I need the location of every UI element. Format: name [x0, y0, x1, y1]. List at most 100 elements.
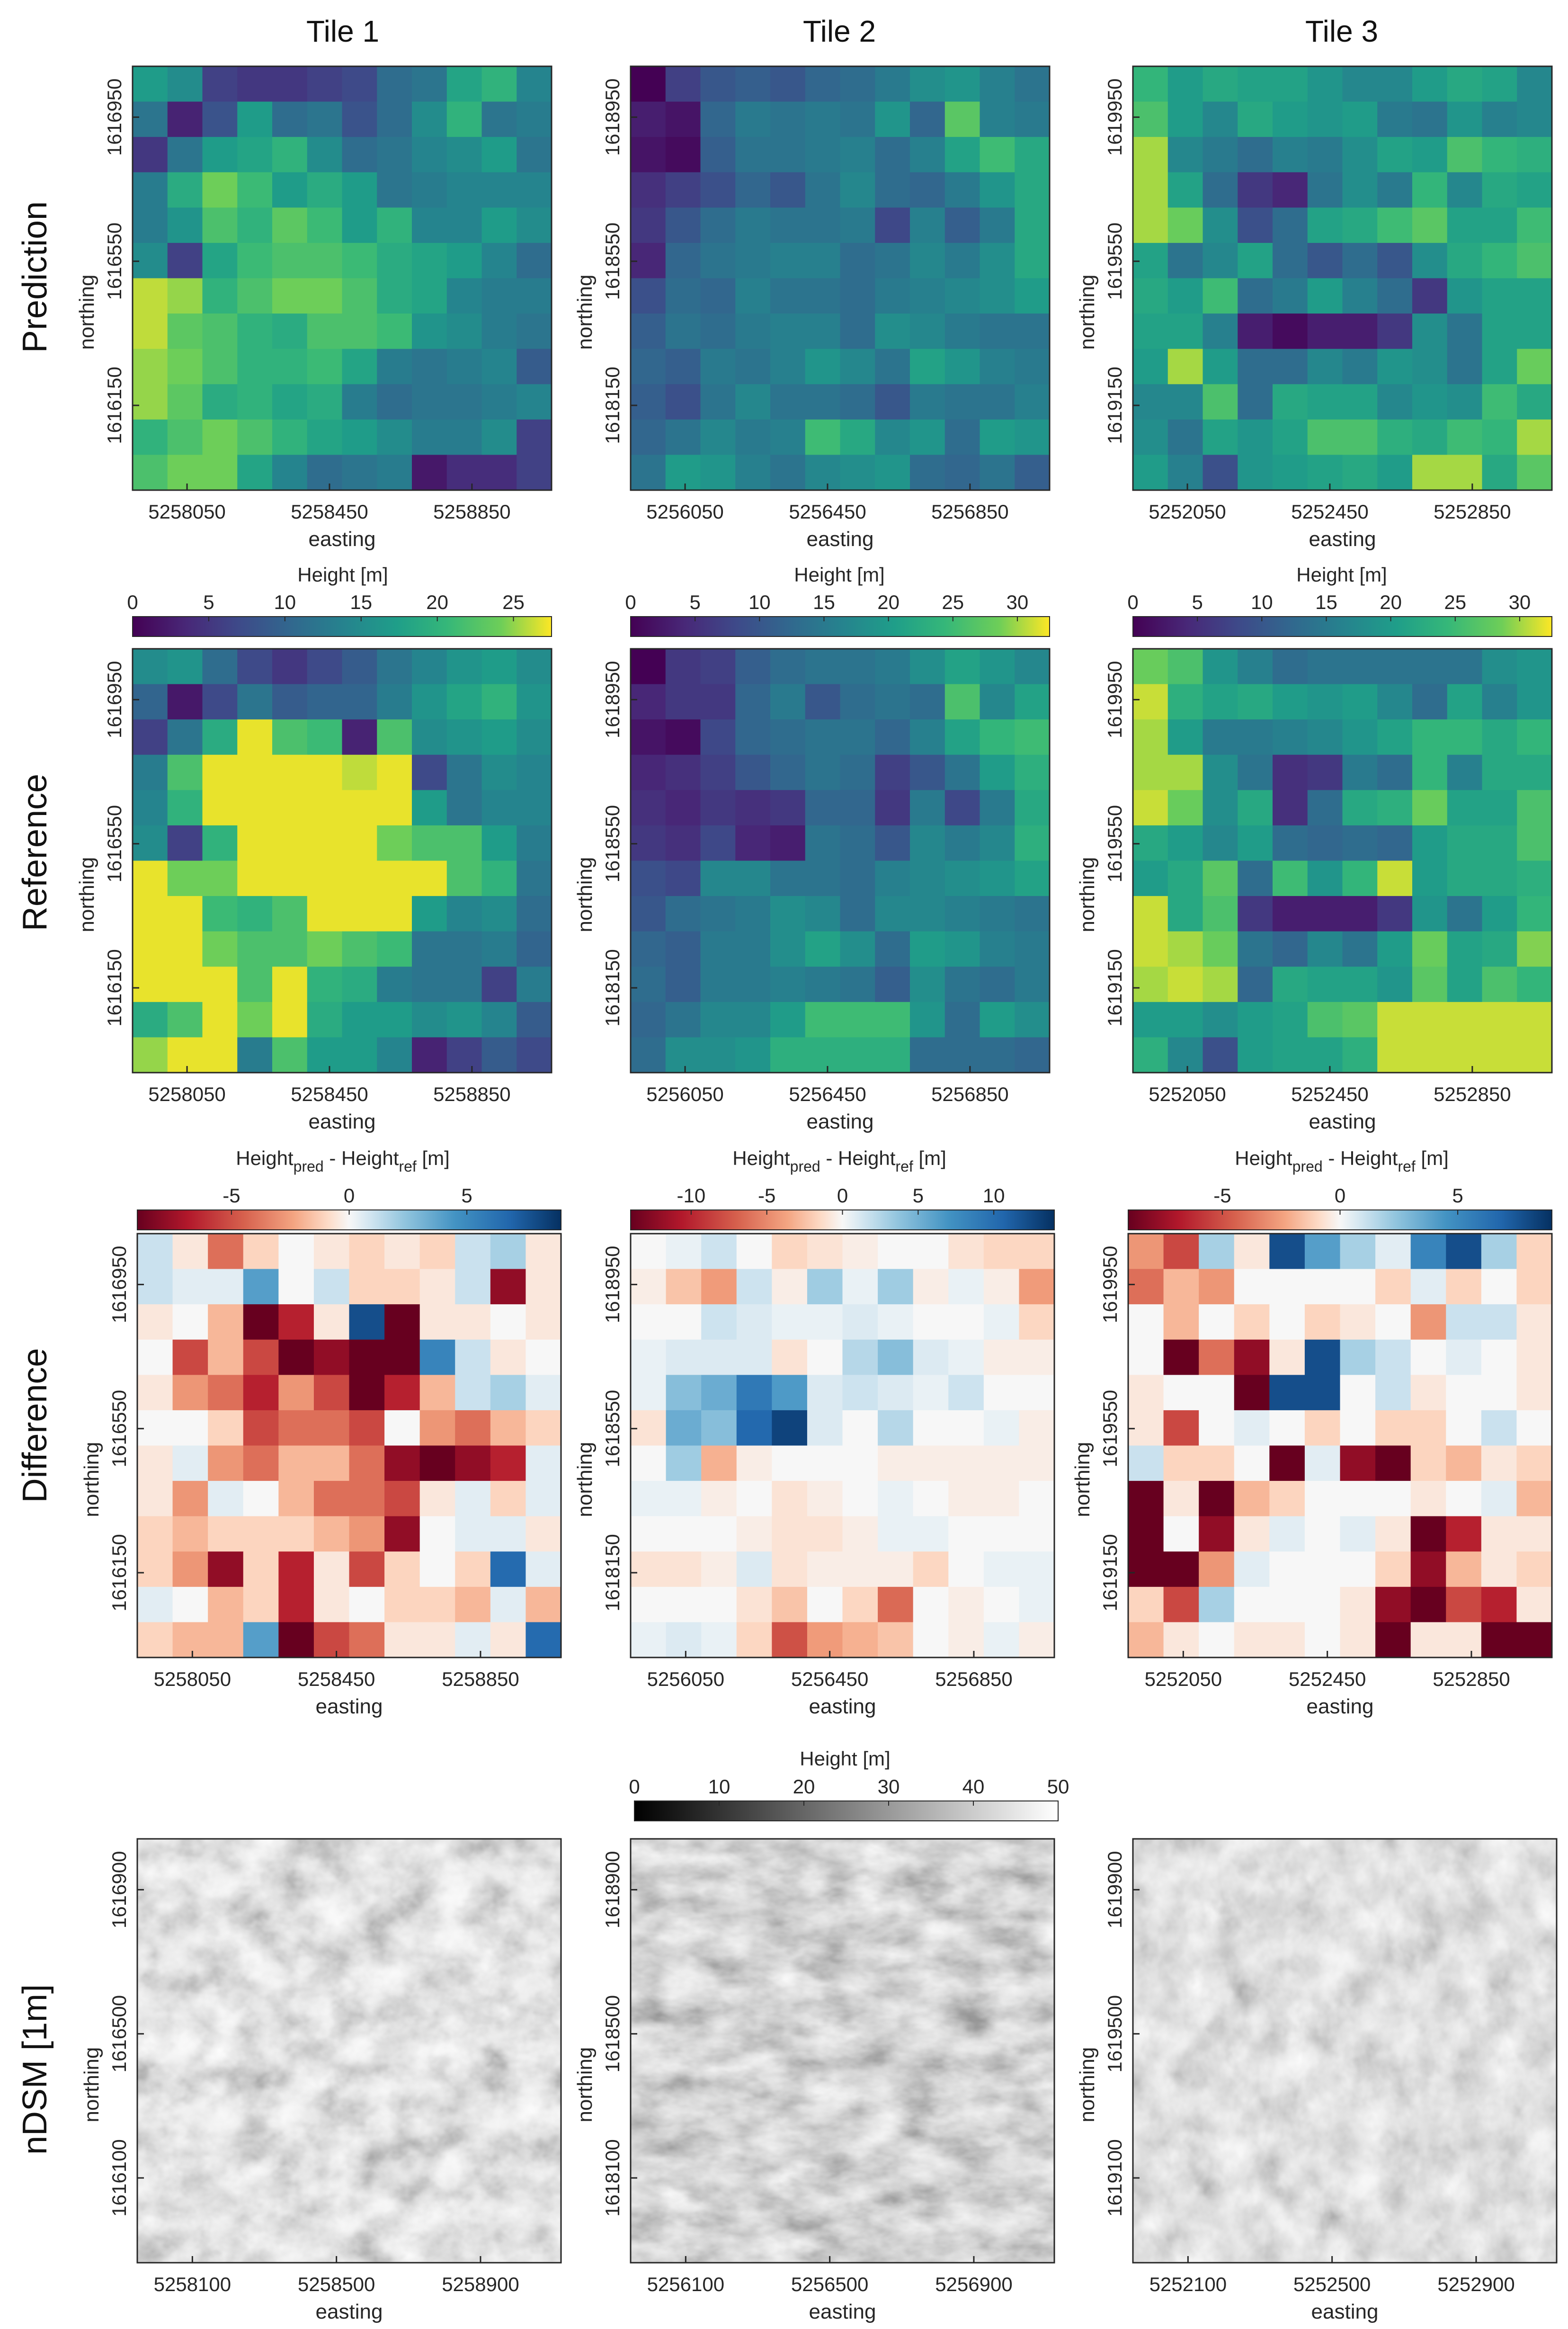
heatmap-cell	[1019, 1304, 1055, 1340]
heatmap-cell	[137, 1622, 173, 1658]
y-tick-label: 1618150	[601, 367, 624, 444]
y-tick-label: 1616550	[103, 223, 125, 300]
heatmap-cell	[665, 684, 701, 720]
heatmap-cell	[272, 384, 308, 420]
x-tick-label: 5256900	[935, 2273, 1013, 2295]
heatmap-cell	[237, 931, 273, 967]
heatmap-cell	[805, 207, 841, 243]
heatmap-cell	[1516, 1481, 1552, 1517]
heatmap-cell	[1307, 825, 1343, 861]
heatmap-cell	[1167, 384, 1203, 420]
heatmap-cell	[517, 825, 552, 861]
heatmap-cell	[840, 860, 875, 896]
heatmap-cell	[1377, 137, 1413, 173]
x-tick-label: 5252450	[1289, 1668, 1366, 1690]
heatmap-cell	[770, 896, 806, 932]
heatmap-cell	[631, 931, 666, 967]
heatmap-cell	[735, 825, 771, 861]
heatmap-cell	[878, 1622, 914, 1658]
heatmap-cell	[1340, 1269, 1376, 1305]
heatmap-cell	[1446, 1375, 1482, 1411]
heatmap-cell	[517, 1002, 552, 1038]
heatmap-cell	[1482, 1002, 1517, 1038]
heatmap-cell	[1410, 1551, 1446, 1587]
heatmap-cell	[701, 1269, 737, 1305]
heatmap-cell	[980, 1037, 1015, 1073]
colorbar-tick-label: 0	[127, 591, 138, 613]
heatmap-cell	[377, 242, 412, 279]
heatmap-cell	[1446, 1445, 1482, 1481]
heatmap-cell	[1304, 1269, 1341, 1305]
heatmap-cell	[665, 896, 701, 932]
heatmap-cell	[875, 419, 910, 456]
heatmap-cell	[342, 314, 377, 349]
heatmap-cell	[944, 349, 980, 385]
heatmap-cell	[1304, 1445, 1341, 1481]
heatmap-cell	[384, 1234, 420, 1270]
heatmap-cell	[1015, 314, 1050, 349]
heatmap-cell	[1167, 419, 1203, 456]
heatmap-cell	[1307, 419, 1343, 456]
colorbar-height-tile-3: Height [m] 0 5 10 15 20 25 30	[1127, 564, 1552, 637]
heatmap-cell	[1482, 825, 1517, 861]
heatmap-cell	[944, 931, 980, 967]
y-tick-label: 1619900	[1104, 1851, 1126, 1929]
heatmap-cell	[243, 1551, 279, 1587]
heatmap-cell	[944, 719, 980, 755]
heatmap-cell	[342, 1037, 377, 1073]
heatmap-cell	[1163, 1622, 1199, 1658]
heatmap-cell	[481, 790, 517, 826]
heatmap-cell	[1015, 349, 1050, 385]
colorbar-tick-label: 50	[1047, 1775, 1069, 1798]
x-tick-label: 5252850	[1434, 501, 1511, 523]
heatmap-cell	[526, 1234, 561, 1270]
heatmap-cell	[980, 754, 1015, 790]
heatmap-cell	[948, 1516, 984, 1552]
heatmap-cell	[910, 66, 945, 102]
heatmap-cell	[1482, 314, 1517, 349]
heatmap-cell	[307, 1002, 343, 1038]
heatmap-cell	[700, 825, 736, 861]
heatmap-cell	[875, 967, 910, 1003]
heatmap-cell	[1238, 66, 1273, 102]
heatmap-cell	[1482, 384, 1517, 420]
heatmap-cell	[1163, 1339, 1199, 1375]
heatmap-cell	[202, 137, 238, 173]
y-tick-label: 1616100	[108, 2139, 130, 2217]
heatmap-cell	[1128, 1234, 1164, 1270]
heatmap-cell	[1015, 825, 1050, 861]
heatmap-cell	[208, 1445, 244, 1481]
heatmap-cell	[446, 419, 482, 456]
heatmap-cell	[983, 1481, 1020, 1517]
heatmap-cell	[1516, 1339, 1552, 1375]
heatmap-cell	[875, 455, 910, 491]
heatmap-cell	[910, 101, 945, 137]
heatmap-cell	[1446, 1339, 1482, 1375]
heatmap-cell	[701, 1586, 737, 1623]
heatmap-cell	[1273, 455, 1308, 491]
heatmap-cell	[243, 1375, 279, 1411]
heatmap-cell	[1307, 931, 1343, 967]
heatmap-cell	[1517, 825, 1552, 861]
heatmap-cell	[272, 754, 308, 790]
heatmap-cell	[735, 419, 771, 456]
heatmap-cell	[1203, 349, 1238, 385]
heatmap-cell	[243, 1516, 279, 1552]
x-tick-label: 5258900	[442, 2273, 519, 2295]
heatmap-cell	[1340, 1516, 1376, 1552]
heatmap-cell	[1238, 649, 1273, 685]
heatmap-cell	[1133, 172, 1168, 208]
heatmap-cell	[1447, 1037, 1483, 1073]
heatmap-cell	[910, 684, 945, 720]
heatmap-cell	[842, 1551, 878, 1587]
heatmap-cell	[735, 1002, 771, 1038]
heatmap-cell	[807, 1551, 843, 1587]
heatmap-cell	[307, 278, 343, 314]
colorbar-difference-tile-1: Heightpred - Heightref [m] -5 0 5	[137, 1147, 561, 1230]
heatmap-cell	[313, 1516, 350, 1552]
heatmap-cell	[1203, 860, 1238, 896]
row-title-reference: Reference	[16, 774, 54, 931]
heatmap-cell	[272, 825, 308, 861]
heatmap-cell	[137, 1304, 173, 1340]
heatmap-cell	[1307, 349, 1343, 385]
